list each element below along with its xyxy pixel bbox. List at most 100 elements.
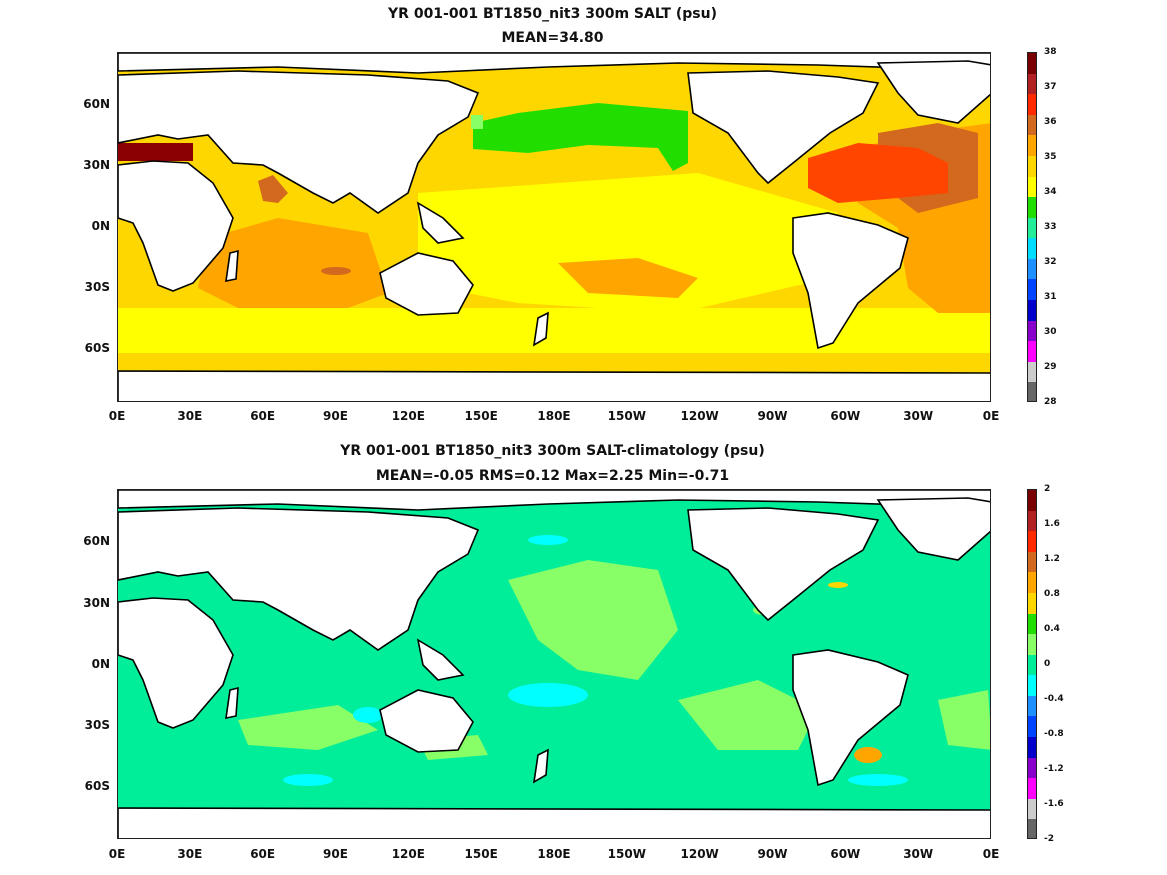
p1-land (118, 53, 990, 401)
panel2-map (117, 489, 991, 839)
p1-colorbar-segment (1028, 217, 1036, 239)
p2-ylabel-0N: 0N (91, 657, 110, 671)
panel2-title: YR 001-001 BT1850_nit3 300m SALT-climato… (340, 443, 765, 459)
p2-ylabel-60N: 60N (83, 534, 110, 548)
p2-xtick-label: 90E (323, 847, 348, 861)
p1-xtick-label: 60E (250, 409, 276, 423)
p1-xtick-label: 150W (607, 409, 646, 423)
p2-ylabel-60S: 60S (84, 779, 110, 793)
p1-colorbar-segment (1028, 279, 1036, 301)
p1-arabian-darkorange (258, 175, 288, 203)
p1-colorbar-label: 28 (1044, 397, 1057, 407)
p2-land (118, 490, 990, 838)
panel1-title: YR 001-001 BT1850_nit3 300m SALT (psu) (388, 6, 717, 22)
p2-colorbar (1027, 489, 1037, 839)
p2-lightgreen-2 (678, 680, 818, 750)
p2-cyan-1 (508, 683, 588, 707)
p1-colorbar-segment (1028, 135, 1036, 157)
p1-xtick-label: 30E (177, 409, 203, 423)
p2-cyan-5 (528, 535, 568, 545)
p1-southpac-orange (558, 258, 698, 298)
p1-npac-green (473, 103, 688, 171)
p2-xtick-label: 150E (464, 847, 498, 861)
p1-colorbar-label: 36 (1044, 117, 1057, 127)
p2-colorbar-segment (1028, 592, 1036, 615)
p2-colorbar-segment (1028, 613, 1036, 635)
p2-lightgreen-1 (508, 560, 678, 680)
p1-colorbar-segment (1028, 73, 1036, 95)
p2-colorbar-segment (1028, 634, 1036, 656)
p2-colorbar-segment (1028, 798, 1036, 820)
p2-colorbar-label: 1.6 (1044, 519, 1060, 529)
p2-arctic-land (118, 490, 990, 511)
p2-xtick-label: 0E (982, 847, 1000, 861)
p1-xtick-label: 0E (108, 409, 126, 423)
p1-colorbar (1027, 52, 1037, 402)
p1-xtick-label: 0E (982, 409, 1000, 423)
p2-greenland (876, 497, 990, 561)
p2-south-america (792, 649, 909, 787)
p2-colorbar-segment (1028, 510, 1036, 532)
p1-colorbar-segment (1028, 341, 1036, 363)
p1-colorbar-label: 30 (1044, 327, 1057, 337)
p1-xtick-label: 90W (757, 409, 788, 423)
p2-colorbar-label: -0.8 (1044, 729, 1064, 739)
p1-colorbar-segment (1028, 320, 1036, 342)
p1-colorbar-label: 34 (1044, 187, 1057, 197)
p1-colorbar-segment (1028, 155, 1036, 178)
p2-africa (118, 597, 234, 729)
p1-greenland (876, 60, 990, 124)
p2-warm-1 (854, 747, 882, 763)
p1-colorbar-label: 33 (1044, 222, 1057, 232)
p2-xtick-label: 0E (108, 847, 126, 861)
p1-ylabel-60N: 60N (83, 97, 110, 111)
p1-xtick-label: 180E (537, 409, 571, 423)
p1-colorbar-label: 37 (1044, 82, 1057, 92)
p2-xtick-label: 60E (250, 847, 276, 861)
p2-colorbar-label: -2 (1044, 834, 1054, 844)
p1-australia (379, 252, 474, 316)
p1-colorbar-segment (1028, 300, 1036, 322)
p1-npac-lightgreen (471, 115, 483, 129)
p2-colorbar-segment (1028, 757, 1036, 779)
p2-xtick-label: 30W (903, 847, 934, 861)
p1-colorbar-segment (1028, 176, 1036, 198)
p2-cyan-2 (353, 707, 383, 723)
p2-colorbar-label: 0.8 (1044, 589, 1060, 599)
p1-med-maroon (118, 143, 193, 161)
p2-xtick-label: 90W (757, 847, 788, 861)
p1-ylabel-30S: 30S (84, 280, 110, 294)
p2-eurasia (118, 507, 480, 651)
p1-colorbar-label: 32 (1044, 257, 1057, 267)
p2-australia (379, 689, 474, 753)
p2-xtick-label: 180E (537, 847, 571, 861)
p1-colorbar-segment (1028, 53, 1036, 75)
p2-madagascar (225, 686, 239, 720)
p1-indian-orange (198, 218, 388, 308)
p1-ylabel-30N: 30N (83, 158, 110, 172)
panel2-stats: MEAN=-0.05 RMS=0.12 Max=2.25 Min=-0.71 (375, 468, 730, 484)
p1-eurasia (118, 70, 480, 214)
p2-colorbar-segment (1028, 675, 1036, 697)
p1-ylabel-0N: 0N (91, 219, 110, 233)
p1-north-america (687, 70, 880, 185)
p2-colorbar-segment (1028, 737, 1036, 759)
p1-xtick-label: 120W (680, 409, 719, 423)
p1-xtick-label: 60W (830, 409, 861, 423)
p1-africa (118, 160, 234, 292)
p1-antarctica (118, 370, 990, 401)
p2-colorbar-label: -1.2 (1044, 764, 1064, 774)
p2-maritime-se-asia (416, 638, 465, 681)
p2-colorbar-label: 0.4 (1044, 624, 1060, 634)
p2-xtick-label: 120W (680, 847, 719, 861)
p1-xtick-label: 120E (391, 409, 425, 423)
p1-colorbar-segment (1028, 382, 1036, 401)
p2-ylabel-30N: 30N (83, 596, 110, 610)
p2-colorbar-label: 0 (1044, 659, 1051, 669)
panel1-mean: MEAN=34.80 (501, 30, 604, 46)
p2-colorbar-segment (1028, 551, 1036, 573)
panel1-map (117, 52, 991, 402)
p1-natl-red (808, 143, 948, 203)
p2-colorbar-segment (1028, 778, 1036, 800)
p2-xtick-label: 60W (830, 847, 861, 861)
